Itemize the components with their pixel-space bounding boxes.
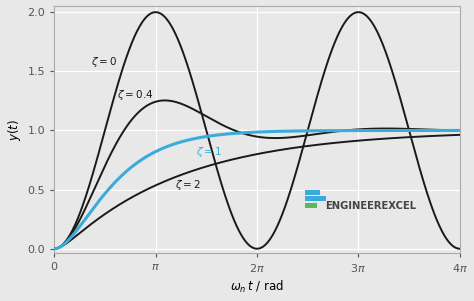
Y-axis label: $y(t)$: $y(t)$	[6, 119, 23, 141]
Bar	[305, 203, 317, 208]
Text: ENGINEEREXCEL: ENGINEEREXCEL	[325, 201, 416, 211]
Text: $\zeta=2$: $\zeta=2$	[175, 178, 201, 192]
Bar	[305, 190, 320, 195]
Text: $\zeta=1$: $\zeta=1$	[196, 145, 222, 159]
Text: $\zeta=0.4$: $\zeta=0.4$	[117, 88, 154, 102]
Bar	[305, 196, 326, 201]
Text: $\zeta=0$: $\zeta=0$	[91, 55, 118, 69]
X-axis label: $\omega_n\,t$ / rad: $\omega_n\,t$ / rad	[230, 279, 284, 295]
